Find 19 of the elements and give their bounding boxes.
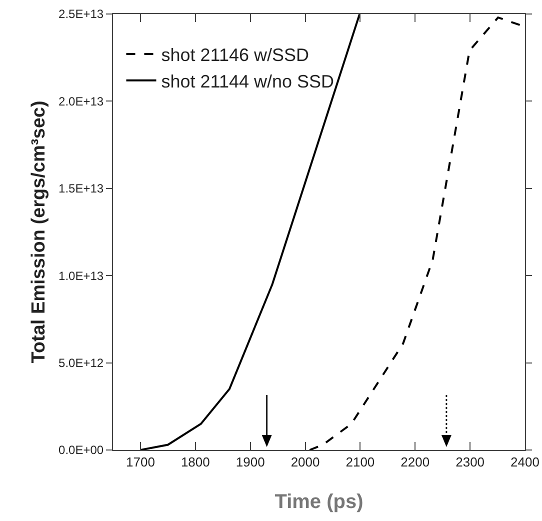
x-tick-label: 2100 (346, 454, 375, 470)
legend-label: shot 21144 w/no SSD (161, 71, 334, 92)
x-tick-label: 1700 (126, 454, 155, 470)
y-axis-title: Total Emission (ergs/cm³sec) (28, 100, 50, 364)
y-tick-label: 2.0E+13 (58, 94, 104, 108)
x-tick-label: 2200 (400, 454, 430, 470)
x-tick-label: 2300 (456, 454, 485, 470)
x-tick-label: 2000 (290, 454, 320, 470)
y-tick-label: 5.0E+12 (58, 356, 104, 370)
x-tick-label: 2400 (510, 454, 540, 470)
x-axis-title: Time (ps) (274, 491, 364, 514)
line-series (139, 14, 361, 450)
y-tick-label: 0.0E+00 (58, 443, 104, 458)
y-tick-label: 2.5E+13 (58, 7, 104, 22)
legend-label: shot 21146 w/SSD (161, 45, 310, 66)
x-tick-label: 1900 (236, 454, 265, 470)
y-tick-label: 1.5E+13 (58, 182, 104, 196)
x-tick-label: 1800 (180, 454, 210, 470)
y-tick-label: 1.0E+13 (58, 268, 104, 283)
